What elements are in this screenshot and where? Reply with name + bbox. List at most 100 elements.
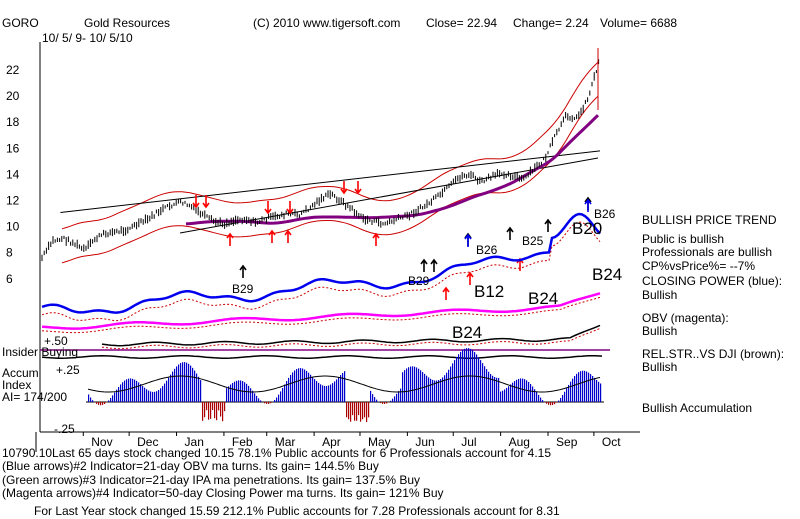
upper-trendline xyxy=(60,150,601,213)
accum-bar xyxy=(488,371,490,402)
month-jun: Jun xyxy=(415,435,434,449)
accum-bar xyxy=(204,402,206,418)
accum-bar xyxy=(480,360,482,402)
accum-bar xyxy=(164,383,166,402)
accum-bar xyxy=(550,402,552,406)
accum-bar xyxy=(114,392,116,402)
accum-bar xyxy=(496,377,498,402)
accum-bar xyxy=(318,382,320,402)
month-labels: Nov Dec Jan Feb Mar Apr May Jun Jul Aug Sep Oct xyxy=(82,432,621,449)
accum-bar xyxy=(516,379,518,402)
month-feb: Feb xyxy=(232,435,253,449)
accum-bar xyxy=(288,377,290,402)
signal-arrow xyxy=(239,264,247,278)
accum-bar xyxy=(490,373,492,402)
y-tick-12: 12 xyxy=(6,194,20,208)
signal-b24-a: B24 xyxy=(528,289,558,308)
accum-bar xyxy=(504,389,506,402)
accum-bar xyxy=(596,379,598,402)
accum-bar xyxy=(438,380,440,402)
accum-bar xyxy=(568,384,570,402)
accum-bar xyxy=(304,369,306,402)
accum-bar xyxy=(260,400,262,402)
accum-bar xyxy=(294,370,296,402)
accum-bar xyxy=(406,368,408,402)
accum-bar xyxy=(430,378,432,402)
signal-b24-b: B24 xyxy=(592,265,622,284)
accum-bar xyxy=(592,375,594,402)
accum-bar xyxy=(152,391,154,402)
month-sep: Sep xyxy=(556,435,578,449)
accum-bar xyxy=(244,382,246,402)
accum-bar xyxy=(482,363,484,402)
accum-bar xyxy=(206,402,208,411)
buy-arrow xyxy=(372,232,380,246)
accum-bar xyxy=(452,363,454,402)
accum-bar xyxy=(458,354,460,402)
relative-strength-line xyxy=(101,324,601,347)
accum-bar xyxy=(276,397,278,402)
accum-bar xyxy=(444,375,446,402)
accum-bar xyxy=(518,378,520,402)
accum-bar xyxy=(566,388,568,402)
accum-bar xyxy=(434,380,436,402)
accum-bar xyxy=(322,385,324,402)
accum-bar xyxy=(368,402,370,418)
accum-bar xyxy=(118,386,120,402)
accum-bar xyxy=(192,367,194,402)
accum-bar xyxy=(336,379,338,402)
accum-bar xyxy=(180,363,182,402)
accum-bar xyxy=(184,362,186,402)
accum-bar xyxy=(132,378,134,402)
accum-bar xyxy=(142,385,144,402)
accum-bar xyxy=(556,402,558,403)
note-blue-arrows: (Blue arrows)#2 Indicator=21-day OBV ma … xyxy=(2,459,379,473)
accum-bar xyxy=(100,402,102,406)
accum-bar xyxy=(362,402,364,420)
accum-bar xyxy=(202,402,204,421)
accum-bar xyxy=(468,348,470,402)
accum-bar xyxy=(148,390,150,402)
accum-bar xyxy=(98,402,100,405)
accum-bar xyxy=(576,373,578,402)
accum-bar xyxy=(330,384,332,402)
buy-arrow xyxy=(268,229,276,243)
accum-bar xyxy=(538,394,540,402)
accum-bar xyxy=(448,369,450,402)
closing-power-line xyxy=(41,212,601,314)
accumulation-ma xyxy=(87,375,601,393)
accum-bar xyxy=(312,376,314,402)
accum-bar xyxy=(190,365,192,402)
accum-bar xyxy=(450,366,452,402)
trend-title: BULLISH PRICE TREND xyxy=(642,213,777,227)
accum-bar xyxy=(122,382,124,402)
accum-bar xyxy=(90,397,92,402)
y-tick-10: 10 xyxy=(6,220,20,234)
accum-bar xyxy=(220,402,222,417)
month-dec: Dec xyxy=(137,435,158,449)
accum-bar xyxy=(340,375,342,402)
insider-buying-line xyxy=(41,355,603,359)
accum-bar xyxy=(296,369,298,402)
accum-bar xyxy=(502,390,504,402)
signal-b29-b: B29 xyxy=(408,274,430,288)
accum-bar xyxy=(264,402,266,404)
accum-bar xyxy=(128,378,130,402)
buy-arrow xyxy=(284,229,292,243)
accum-bar xyxy=(420,370,422,402)
ticker: GORO xyxy=(2,16,39,30)
accum-bar xyxy=(234,381,236,402)
accum-bar xyxy=(120,384,122,402)
accum-bar xyxy=(554,402,556,405)
accum-bar xyxy=(396,393,398,402)
month-aug: Aug xyxy=(509,435,530,449)
close-value: Close= 22.94 xyxy=(426,16,497,30)
y-tick-22: 22 xyxy=(6,63,20,77)
accum-bar xyxy=(248,385,250,402)
accum-bar xyxy=(350,402,352,422)
accum-bar xyxy=(200,380,202,402)
note-magenta-arrows: (Magenta arrows)#4 Indicator=50-day Clos… xyxy=(2,486,444,500)
signal-arrow xyxy=(420,258,428,272)
sell-arrow xyxy=(286,201,294,215)
accum-label: Accum xyxy=(2,366,39,380)
